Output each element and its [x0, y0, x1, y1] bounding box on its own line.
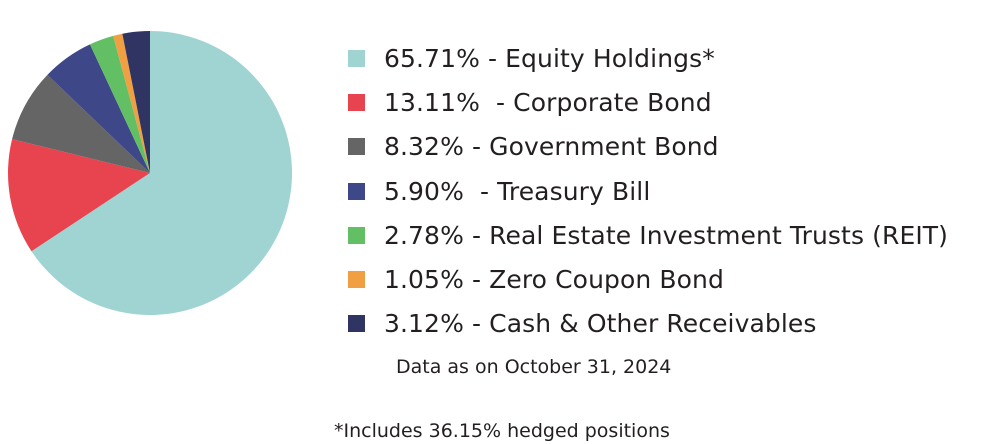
- legend-swatch: [348, 93, 365, 111]
- legend-label: 3.12% - Cash & Other Receivables: [384, 309, 817, 339]
- pie-slice-4: [89, 35, 150, 173]
- pie-slice-3: [47, 44, 150, 173]
- legend-item-2: 8.32% - Government Bond: [348, 125, 948, 169]
- legend-swatch: [348, 49, 365, 67]
- pie-slice-6: [122, 31, 150, 173]
- legend-swatch: [348, 226, 365, 244]
- legend-item-1: 13.11% - Corporate Bond: [348, 80, 948, 124]
- legend-item-4: 2.78% - Real Estate Investment Trusts (R…: [348, 213, 948, 257]
- legend-swatch: [348, 138, 365, 156]
- legend-item-6: 3.12% - Cash & Other Receivables: [348, 302, 948, 346]
- legend-item-0: 65.71% - Equity Holdings*: [348, 36, 948, 80]
- legend-swatch: [348, 271, 365, 289]
- legend-label: 2.78% - Real Estate Investment Trusts (R…: [384, 220, 949, 250]
- legend-label: 13.11% - Corporate Bond: [384, 87, 712, 117]
- chart-legend: 65.71% - Equity Holdings* 13.11% - Corpor…: [348, 36, 948, 346]
- pie-slice-2: [12, 74, 151, 173]
- data-date-note: Data as on October 31, 2024: [396, 356, 672, 378]
- legend-item-5: 1.05% - Zero Coupon Bond: [348, 257, 948, 301]
- legend-label: 8.32% - Government Bond: [384, 132, 719, 162]
- legend-swatch: [348, 182, 365, 200]
- legend-item-3: 5.90% - Treasury Bill: [348, 169, 948, 213]
- pie-slice-0: [31, 31, 293, 315]
- pie-slice-1: [8, 139, 151, 252]
- legend-swatch: [348, 315, 365, 333]
- hedged-positions-footnote: *Includes 36.15% hedged positions: [334, 420, 670, 442]
- legend-label: 1.05% - Zero Coupon Bond: [384, 265, 724, 295]
- legend-label: 5.90% - Treasury Bill: [384, 176, 651, 206]
- pie-slice-5: [113, 33, 150, 173]
- pie-chart: [8, 31, 293, 315]
- legend-label: 65.71% - Equity Holdings*: [384, 43, 715, 73]
